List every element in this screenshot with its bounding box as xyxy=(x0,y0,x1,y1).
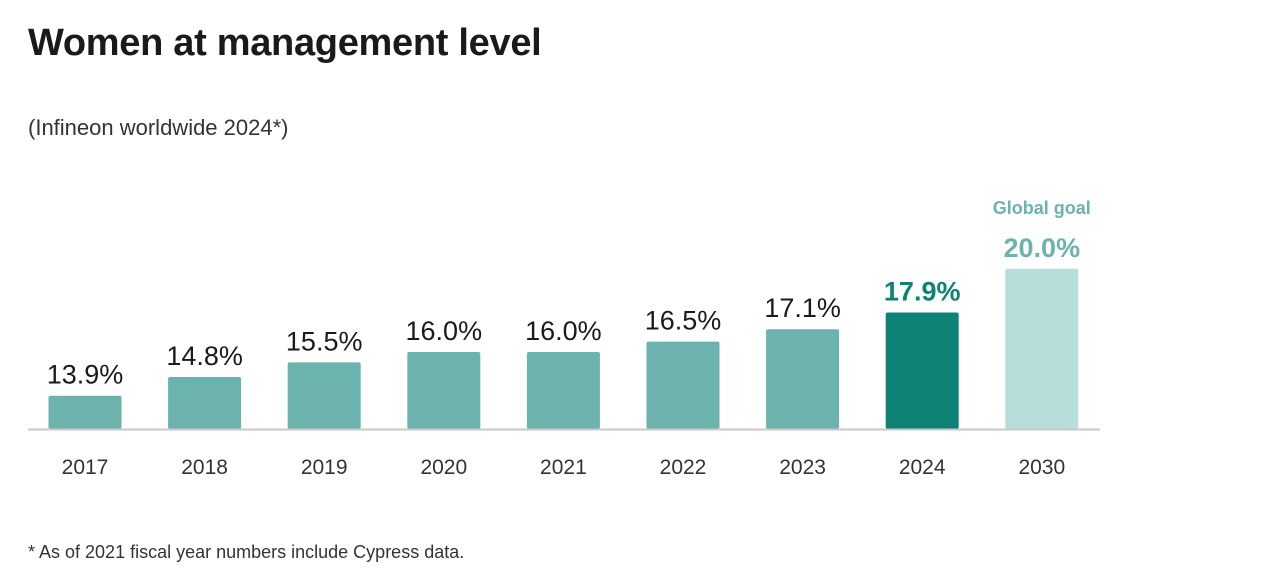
bar-2021 xyxy=(526,352,600,429)
bar-2023 xyxy=(766,329,840,429)
value-label-2020: 16.0% xyxy=(406,316,483,346)
value-label-2023: 17.1% xyxy=(764,293,841,323)
bar-2019 xyxy=(287,362,361,429)
x-tick-label-2017: 2017 xyxy=(62,456,109,479)
x-tick-label-2030: 2030 xyxy=(1018,456,1065,479)
x-tick-label-2020: 2020 xyxy=(420,456,467,479)
bar-2030 xyxy=(1005,268,1079,429)
chart-subtitle: (Infineon worldwide 2024*) xyxy=(28,115,289,140)
bar-2020 xyxy=(407,352,481,429)
value-label-2019: 15.5% xyxy=(286,326,363,356)
labels-layer: 13.9% 14.8% 15.5% 16.0% 16.0% 16.5% 17.1% 17.9%… xyxy=(47,233,1080,390)
x-tick-label-2021: 2021 xyxy=(540,456,587,479)
value-label-2030: 20.0% xyxy=(1004,233,1081,263)
value-label-2018: 14.8% xyxy=(166,341,243,371)
x-tick-label-2023: 2023 xyxy=(779,456,826,479)
value-label-2022: 16.5% xyxy=(645,306,722,336)
x-tick-label-2024: 2024 xyxy=(899,456,946,479)
x-tick-label-2022: 2022 xyxy=(660,456,707,479)
x-tick-label-2019: 2019 xyxy=(301,456,348,479)
bars-layer xyxy=(48,268,1079,429)
chart-title: Women at management level xyxy=(28,22,542,64)
annotations-layer: Global goal xyxy=(993,198,1091,218)
bar-2022 xyxy=(646,341,720,429)
x-tick-labels: 2017 2018 2019 2020 2021 2022 2023 2024 2030 xyxy=(62,456,1066,479)
value-label-2024: 17.9% xyxy=(884,277,961,307)
bar-2018 xyxy=(168,377,242,429)
bar-2017 xyxy=(48,395,122,429)
bar-2024 xyxy=(885,312,959,429)
footnote: * As of 2021 fiscal year numbers include… xyxy=(28,542,465,562)
value-label-2021: 16.0% xyxy=(525,316,602,346)
x-tick-label-2018: 2018 xyxy=(181,456,228,479)
annotation-global-goal: Global goal xyxy=(993,198,1091,218)
value-label-2017: 13.9% xyxy=(47,360,124,390)
